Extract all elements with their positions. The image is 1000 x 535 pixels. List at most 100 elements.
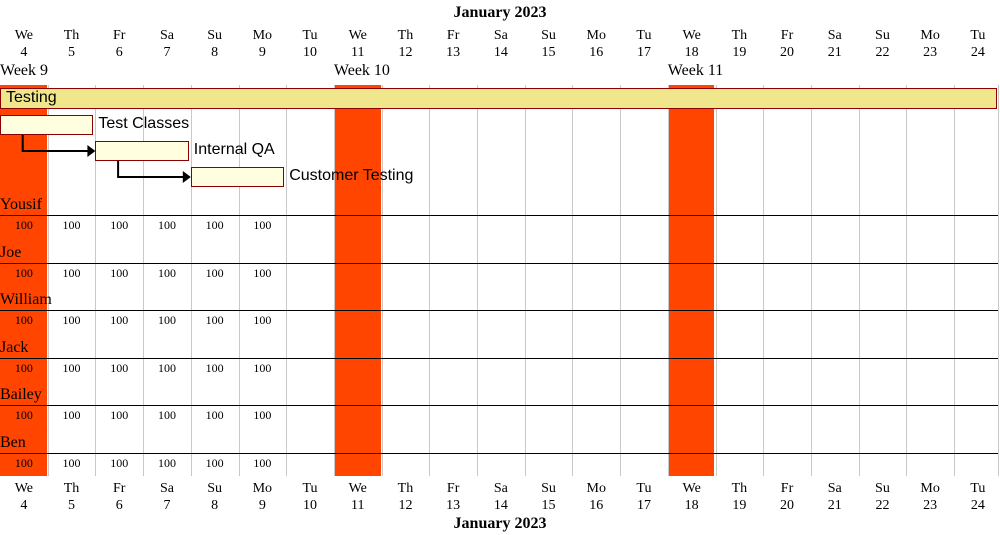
day-header-bottom-date: 15 <box>541 498 556 513</box>
day-gridline <box>95 85 97 476</box>
day-header-bottom-dow: Th <box>63 481 80 496</box>
day-header-top-date: 8 <box>211 45 219 60</box>
day-header-top-date: 18 <box>684 45 699 60</box>
day-header-top-date: 21 <box>827 45 842 60</box>
day-header-top-dow: Sa <box>827 28 842 43</box>
resource-capacity-value: 100 <box>253 265 272 280</box>
resource-capacity-value: 100 <box>205 313 224 327</box>
day-header-top-date: 15 <box>541 45 556 60</box>
day-header-bottom-dow: We <box>682 481 701 496</box>
resource-capacity-value: 100 <box>205 408 224 422</box>
day-header-top-dow: Su <box>875 28 890 43</box>
day-header-bottom-date: 5 <box>68 498 76 513</box>
day-header-top-dow: Sa <box>159 28 174 43</box>
day-header-top-dow: Mo <box>586 28 606 43</box>
day-header-bottom-dow: Tu <box>970 481 986 496</box>
day-header-bottom-dow: Sa <box>827 481 842 496</box>
resource-separator <box>0 405 998 406</box>
day-header-bottom-dow: Su <box>875 481 890 496</box>
day-header-bottom-date: 4 <box>20 498 28 513</box>
day-header-bottom-dow: Th <box>731 481 748 496</box>
day-gridline <box>954 85 955 476</box>
day-header-bottom-date: 6 <box>115 498 123 513</box>
day-header-top-dow: Fr <box>113 28 126 43</box>
day-header-top-dow: Fr <box>446 28 460 43</box>
day-header-top-date: 12 <box>398 45 413 60</box>
day-header-bottom-dow: Su <box>207 481 223 496</box>
day-header-bottom-date: 19 <box>732 498 747 513</box>
dependency-line <box>21 135 90 152</box>
task-bar[interactable] <box>0 115 94 135</box>
day-header-top-date: 14 <box>493 45 508 60</box>
day-gridline <box>190 85 192 476</box>
resource-capacity-value: 100 <box>205 265 224 280</box>
day-gridline <box>715 85 717 476</box>
resource-capacity-value: 100 <box>110 218 129 232</box>
day-header-bottom-dow: Th <box>397 481 414 496</box>
day-header-top-date: 22 <box>875 45 890 60</box>
resource-capacity-value: 100 <box>205 455 224 470</box>
day-header-top-dow: We <box>14 28 33 43</box>
day-header-bottom-date: 24 <box>970 498 985 513</box>
week-label: Week 11 <box>667 62 724 79</box>
resource-capacity-value: 100 <box>110 455 129 470</box>
day-header-top-dow: Sa <box>493 28 508 43</box>
day-header-bottom-date: 10 <box>303 498 318 513</box>
day-header-bottom-dow: Fr <box>113 481 126 496</box>
resource-capacity-value: 100 <box>157 218 176 232</box>
dependency-arrowhead <box>182 171 191 183</box>
task-label: Internal QA <box>193 141 275 158</box>
day-header-bottom-dow: Tu <box>636 481 652 496</box>
resource-capacity-value: 100 <box>157 313 176 327</box>
resource-capacity-value: 100 <box>14 408 33 422</box>
task-label: Testing <box>6 89 57 106</box>
day-gridline <box>143 85 145 476</box>
day-header-top-dow: Su <box>207 28 223 43</box>
day-header-top-date: 17 <box>636 45 651 60</box>
day-header-bottom-date: 13 <box>446 498 461 513</box>
day-header-top-date: 23 <box>923 45 938 60</box>
resource-capacity-value: 100 <box>14 360 33 375</box>
resource-capacity-value: 100 <box>157 265 176 280</box>
day-header-top-dow: Th <box>731 28 748 43</box>
resource-separator <box>0 357 998 359</box>
summary-task-bar[interactable] <box>0 88 997 109</box>
highlighted-day-column <box>333 85 381 476</box>
day-header-top-dow: Fr <box>780 28 794 43</box>
day-header-top-date: 4 <box>20 45 28 60</box>
day-gridline <box>810 85 812 476</box>
day-header-top-dow: Th <box>397 28 414 43</box>
day-header-bottom-date: 22 <box>875 498 890 513</box>
resource-capacity-value: 100 <box>253 455 272 470</box>
task-label: Test Classes <box>98 115 190 132</box>
resource-capacity-value: 100 <box>253 408 272 422</box>
day-header-top-dow: Tu <box>636 28 652 43</box>
month-title-bottom: January 2023 <box>453 515 547 532</box>
day-header-top-dow: Tu <box>970 28 986 43</box>
day-header-bottom-date: 18 <box>684 498 699 513</box>
day-header-bottom-date: 7 <box>163 498 171 513</box>
day-gridline <box>524 85 526 476</box>
task-bar[interactable] <box>190 167 285 187</box>
resource-capacity-value: 100 <box>14 265 33 280</box>
day-header-top-date: 9 <box>258 45 266 60</box>
day-header-bottom-date: 11 <box>350 498 365 513</box>
day-gridline <box>477 85 478 476</box>
day-header-bottom-dow: We <box>348 481 367 496</box>
day-gridline <box>572 85 574 476</box>
day-header-bottom-date: 12 <box>398 498 413 513</box>
day-header-bottom-dow: Mo <box>920 481 940 496</box>
resource-capacity-value: 100 <box>110 313 129 327</box>
day-gridline <box>667 85 669 476</box>
day-header-top-date: 6 <box>115 45 123 60</box>
task-bar[interactable] <box>95 141 189 161</box>
day-header-bottom-dow: We <box>14 481 33 496</box>
day-header-bottom-date: 20 <box>780 498 795 513</box>
week-label: Week 9 <box>0 62 49 79</box>
day-gridline <box>906 85 908 476</box>
resource-separator <box>0 262 998 264</box>
day-gridline <box>620 85 622 476</box>
resource-capacity-value: 100 <box>205 218 224 232</box>
day-header-bottom-date: 21 <box>827 498 842 513</box>
month-title-top: January 2023 <box>453 4 547 21</box>
